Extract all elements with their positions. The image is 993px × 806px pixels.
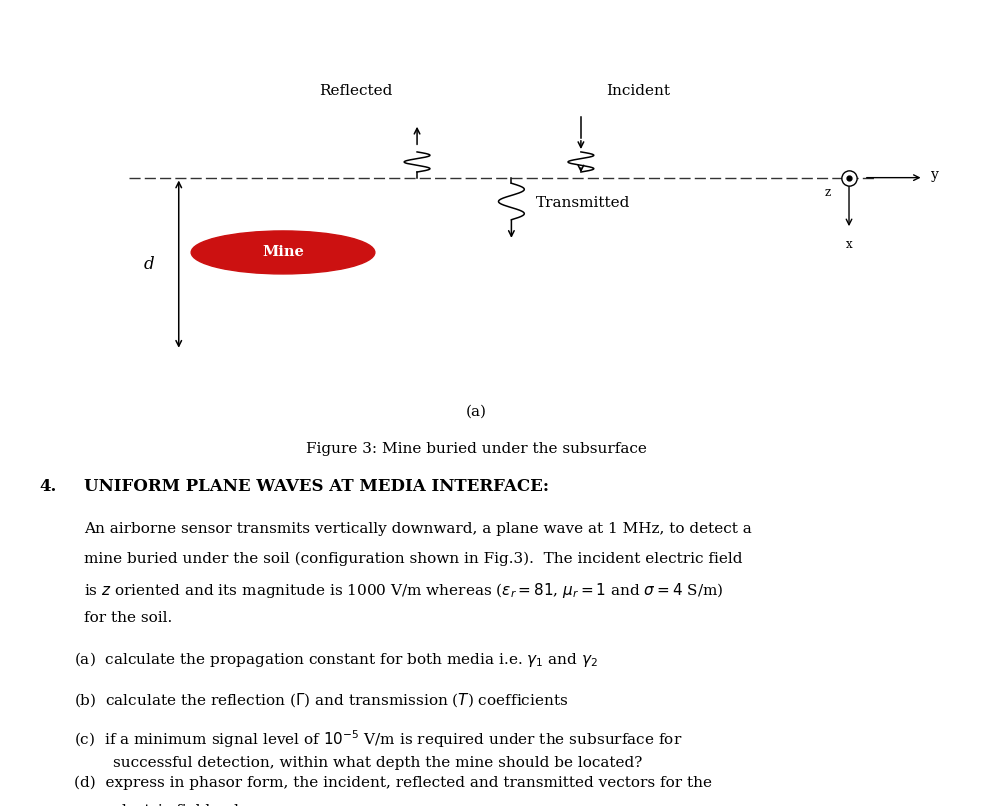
- Text: mine buried under the soil (configuration shown in Fig.3).  The incident electri: mine buried under the soil (configuratio…: [84, 551, 743, 566]
- Text: Incident: Incident: [606, 84, 669, 98]
- Text: 4.: 4.: [40, 478, 57, 495]
- Text: (a)  calculate the propagation constant for both media i.e. $\gamma_1$ and $\gam: (a) calculate the propagation constant f…: [74, 650, 599, 669]
- Text: is $z$ oriented and its magnitude is 1000 V/m whereas ($\epsilon_r = 81$, $\mu_r: is $z$ oriented and its magnitude is 100…: [84, 581, 724, 600]
- Text: electric field only: electric field only: [74, 804, 248, 806]
- Text: UNIFORM PLANE WAVES AT MEDIA INTERFACE:: UNIFORM PLANE WAVES AT MEDIA INTERFACE:: [84, 478, 549, 495]
- Text: Reflected: Reflected: [319, 84, 392, 98]
- Text: y: y: [931, 168, 939, 182]
- Text: successful detection, within what depth the mine should be located?: successful detection, within what depth …: [74, 756, 642, 771]
- Text: (b)  calculate the reflection ($\Gamma$) and transmission ($T$) coefficients: (b) calculate the reflection ($\Gamma$) …: [74, 691, 569, 708]
- Text: for the soil.: for the soil.: [84, 611, 173, 625]
- Text: x: x: [846, 239, 852, 251]
- Text: Figure 3: Mine buried under the subsurface: Figure 3: Mine buried under the subsurfa…: [306, 442, 647, 455]
- Text: Transmitted: Transmitted: [536, 197, 631, 210]
- Text: (c)  if a minimum signal level of $10^{-5}$ V/m is required under the subsurface: (c) if a minimum signal level of $10^{-5…: [74, 728, 683, 750]
- Text: Mine: Mine: [262, 246, 304, 260]
- Text: (d)  express in phasor form, the incident, reflected and transmitted vectors for: (d) express in phasor form, the incident…: [74, 775, 712, 790]
- Ellipse shape: [192, 231, 375, 274]
- Text: (a): (a): [466, 405, 488, 418]
- Text: z: z: [825, 186, 831, 199]
- Text: d: d: [143, 256, 154, 272]
- Text: An airborne sensor transmits vertically downward, a plane wave at 1 MHz, to dete: An airborne sensor transmits vertically …: [84, 521, 752, 536]
